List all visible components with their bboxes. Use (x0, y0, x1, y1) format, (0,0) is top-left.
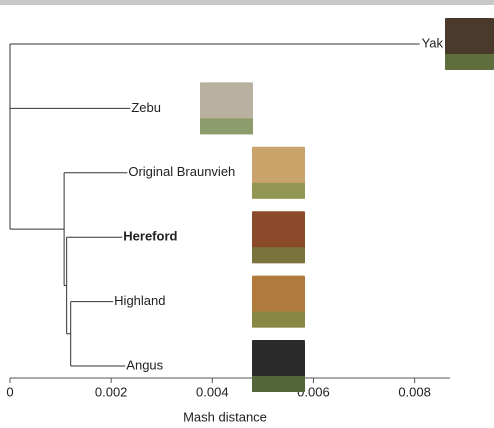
x-axis-label: Mash distance (183, 409, 267, 424)
leaf-label: Yak (422, 35, 444, 50)
leaf-label: Hereford (123, 229, 177, 244)
photo-ground (445, 54, 494, 70)
x-tick-label: 0.002 (95, 384, 128, 399)
x-tick-label: 0.004 (196, 384, 229, 399)
leaf-label: Highland (114, 293, 165, 308)
x-tick-label: 0.006 (297, 384, 330, 399)
leaf-label: Original Braunvieh (128, 164, 235, 179)
leaf-label: Zebu (131, 100, 161, 115)
photo-ground (252, 182, 305, 199)
leaf-label: Angus (126, 357, 163, 372)
photo-ground (200, 118, 253, 135)
top-bar (0, 0, 494, 5)
photo-ground (252, 311, 305, 328)
x-tick-label: 0 (6, 384, 13, 399)
photo-ground (252, 247, 305, 264)
photo-ground (252, 376, 305, 392)
x-tick-label: 0.008 (398, 384, 431, 399)
